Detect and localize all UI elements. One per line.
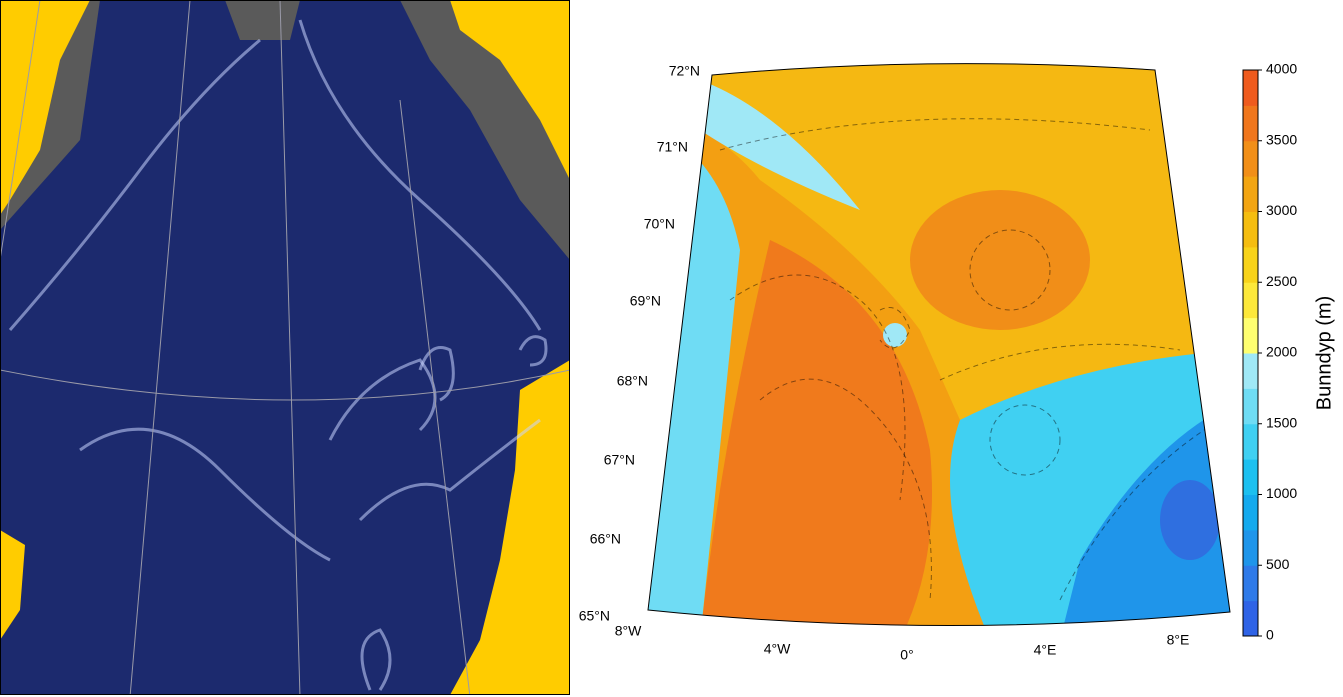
colorbar-band [1243,105,1258,142]
lat-label: 66°N [590,531,621,547]
lat-label: 70°N [644,216,675,232]
colorbar-band [1243,317,1258,354]
colorbar-tick-label: 2500 [1266,273,1297,289]
colorbar-band [1243,70,1258,106]
colorbar-tick-label: 2000 [1266,344,1297,360]
colorbar-band [1243,565,1258,602]
lon-label: 4°E [1034,642,1057,658]
lon-label: 4°W [764,641,791,657]
colorbar-band [1243,246,1258,283]
colorbar-band [1243,388,1258,425]
map-frame [647,63,1231,627]
lon-label: 8°W [615,623,642,639]
lat-label: 72°N [669,63,700,79]
colorbar-band [1243,140,1258,177]
colorbar-band [1243,529,1258,566]
map-labels: 72°N 71°N 70°N 69°N 68°N 67°N 66°N 65°N 8°W 4°W 0°… [579,63,1190,663]
colorbar: 0 500 1000 1500 2000 2500 3000 3500 4000 Bunndyp … [1242,61,1335,643]
colorbar-tick-label: 500 [1266,556,1290,572]
lat-label: 71°N [657,139,688,155]
colorbar-tick-label: 0 [1266,627,1274,643]
lat-label: 68°N [617,373,648,389]
panel-border [0,0,570,695]
lon-label: 8°E [1167,632,1190,648]
colorbar-band [1243,211,1258,248]
lat-label: 69°N [630,293,661,309]
colorbar-band [1243,176,1258,212]
colorbar-tick-label: 1000 [1266,485,1297,501]
colorbar-band [1243,353,1258,389]
colorbar-label: Bunndyp (m) [1313,296,1335,411]
colorbar-band [1243,600,1258,637]
lat-label: 67°N [604,452,635,468]
colorbar-band [1243,423,1258,460]
colorbar-band [1243,459,1258,495]
lon-label: 0° [900,647,913,663]
flow-panel [0,0,570,695]
colorbar-tick-label: 3500 [1266,131,1297,147]
colorbar-tick-label: 1500 [1266,414,1297,430]
colorbar-band [1243,282,1258,319]
colorbar-tick-label: 3000 [1266,202,1297,218]
depth-map [648,63,1230,626]
colorbar-tick-label: 4000 [1266,61,1297,77]
lat-label: 65°N [579,608,610,624]
colorbar-band [1243,494,1258,531]
